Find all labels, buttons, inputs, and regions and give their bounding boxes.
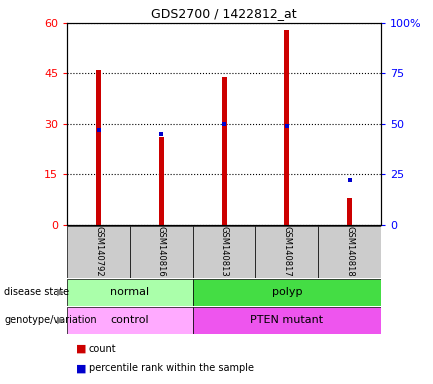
- Bar: [222, 77, 226, 225]
- Text: count: count: [89, 344, 116, 354]
- Point: [95, 127, 102, 133]
- Text: PTEN mutant: PTEN mutant: [250, 315, 323, 325]
- Bar: [67, 279, 193, 306]
- Text: normal: normal: [110, 287, 149, 297]
- Text: percentile rank within the sample: percentile rank within the sample: [89, 363, 254, 373]
- Text: GSM140816: GSM140816: [157, 226, 166, 277]
- Text: ▶: ▶: [57, 287, 64, 297]
- Bar: [193, 226, 255, 278]
- Text: GSM140818: GSM140818: [345, 226, 354, 277]
- Point: [346, 177, 353, 184]
- Text: control: control: [110, 315, 149, 325]
- Text: GSM140813: GSM140813: [220, 226, 229, 277]
- Text: genotype/variation: genotype/variation: [4, 315, 97, 325]
- Bar: [159, 137, 164, 225]
- Title: GDS2700 / 1422812_at: GDS2700 / 1422812_at: [151, 7, 297, 20]
- Bar: [193, 279, 381, 306]
- Text: GSM140792: GSM140792: [94, 227, 103, 277]
- Point: [220, 121, 228, 127]
- Text: polyp: polyp: [271, 287, 302, 297]
- Bar: [318, 226, 381, 278]
- Point: [158, 131, 165, 137]
- Point: [283, 123, 290, 129]
- Bar: [255, 226, 318, 278]
- Text: GSM140817: GSM140817: [282, 226, 291, 277]
- Bar: [347, 198, 352, 225]
- Bar: [96, 70, 101, 225]
- Text: ■: ■: [76, 344, 86, 354]
- Text: ■: ■: [76, 363, 86, 373]
- Bar: [193, 307, 381, 334]
- Bar: [130, 226, 193, 278]
- Bar: [67, 307, 193, 334]
- Bar: [284, 30, 289, 225]
- Bar: [67, 226, 130, 278]
- Text: disease state: disease state: [4, 287, 69, 297]
- Text: ▶: ▶: [57, 315, 64, 325]
